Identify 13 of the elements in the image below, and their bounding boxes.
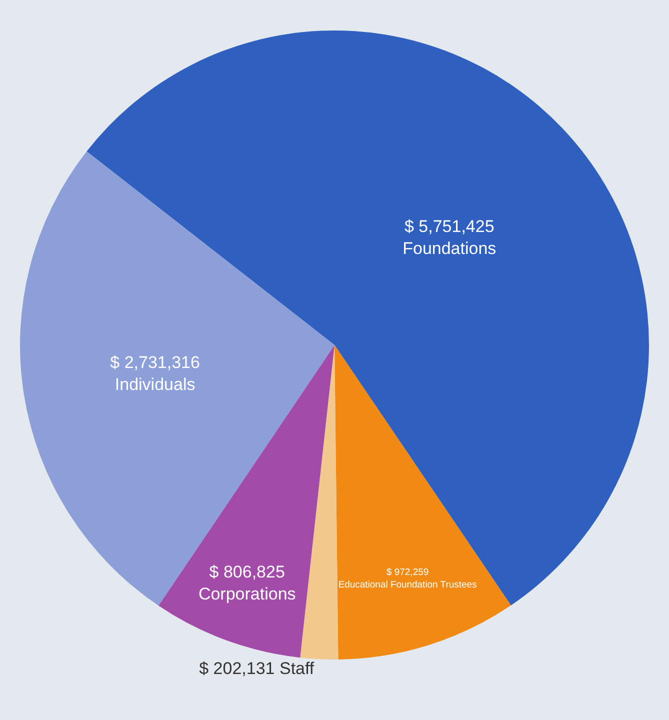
pie-slice — [300, 345, 338, 660]
slice-label: Foundations — [402, 239, 496, 258]
pie-slice — [20, 151, 334, 606]
slice-label: Educational Foundation Trustees — [338, 579, 478, 590]
data-label: $ 5,751,425 — [404, 217, 494, 236]
slice-label: Corporations — [198, 584, 296, 604]
slice-label: Individuals — [114, 374, 196, 394]
slice-label: $ 202,131 Staff — [199, 659, 314, 678]
pie-slice — [86, 30, 649, 606]
data-label: $ 972,259 — [386, 566, 429, 578]
pie-slice — [334, 345, 511, 660]
data-label: $ 2,731,316 — [110, 352, 200, 372]
data-label: $ 806,825 — [209, 562, 285, 582]
